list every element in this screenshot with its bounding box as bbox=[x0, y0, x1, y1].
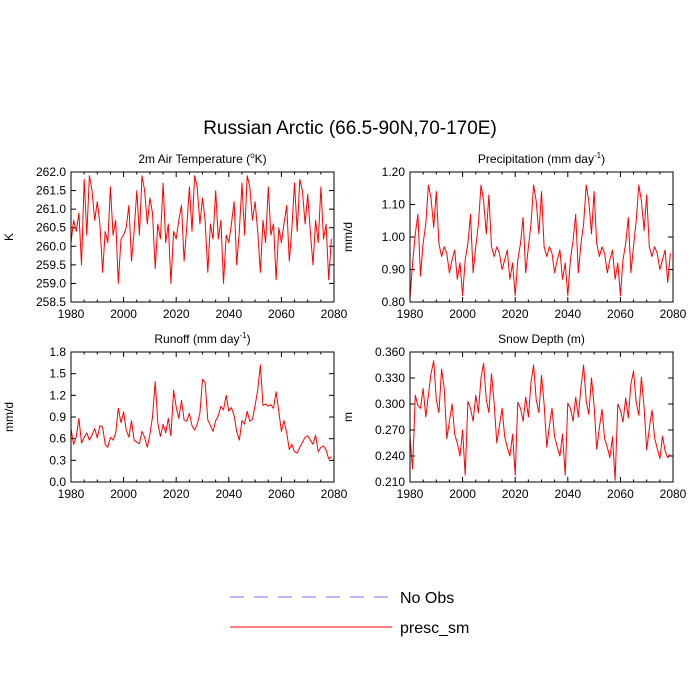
panel-title: Runoff (mm day-1) bbox=[154, 331, 250, 346]
x-tick-label: 2080 bbox=[660, 487, 687, 501]
panel-title-base: Snow Depth (m) bbox=[498, 332, 585, 346]
y-tick-label: 258.5 bbox=[36, 295, 66, 309]
y-tick-label: 0.240 bbox=[375, 449, 405, 463]
panel-title: Snow Depth (m) bbox=[498, 332, 585, 346]
x-tick-label: 2000 bbox=[110, 307, 137, 321]
x-tick-label: 2020 bbox=[502, 487, 529, 501]
y-tick-label: 1.00 bbox=[382, 230, 406, 244]
panel-title-base: Runoff (mm day bbox=[154, 332, 239, 346]
panel-1: 2m Air Temperature (oK) K 258.5 259.0 259.5 2… bbox=[2, 151, 348, 321]
y-tick-label: 260.0 bbox=[36, 239, 66, 253]
panel-title-unit: ) bbox=[247, 332, 251, 346]
x-tick-label: 2060 bbox=[607, 487, 634, 501]
panel-title-sup: o bbox=[250, 151, 255, 160]
x-tick-label: 2000 bbox=[449, 487, 476, 501]
x-tick-label: 1980 bbox=[58, 307, 85, 321]
panel-title-base: 2m Air Temperature ( bbox=[138, 152, 250, 166]
x-tick-label: 2040 bbox=[554, 307, 581, 321]
figure-title: Russian Arctic (66.5-90N,70-170E) bbox=[203, 118, 497, 139]
series-line-presc_sm bbox=[409, 184, 671, 299]
panel-title-unit: K) bbox=[255, 152, 267, 166]
y-axis-label: mm/d bbox=[341, 222, 355, 252]
plot-frame bbox=[70, 171, 335, 303]
x-tick-label: 2080 bbox=[321, 307, 348, 321]
y-tick-label: 261.0 bbox=[36, 202, 66, 216]
y-tick-label: 1.20 bbox=[382, 165, 406, 179]
panels: 2m Air Temperature (oK) K 258.5 259.0 259.5 2… bbox=[2, 151, 687, 501]
y-axis-label: m bbox=[341, 412, 355, 422]
panel-4: Snow Depth (m) m 0.210 0.240 0.270 0.300 0.330… bbox=[341, 332, 687, 501]
y-axis-label: K bbox=[2, 233, 16, 241]
series-line-presc_sm bbox=[409, 360, 671, 481]
panel-title-sup: -1 bbox=[240, 331, 248, 340]
y-tick-label: 260.5 bbox=[36, 221, 66, 235]
x-tick-label: 2020 bbox=[163, 307, 190, 321]
y-tick-label: 0.330 bbox=[375, 371, 405, 385]
panel-title-unit: ) bbox=[601, 152, 605, 166]
y-tick-label: 0.210 bbox=[375, 475, 405, 489]
plot-frame bbox=[409, 351, 674, 483]
x-tick-label: 2060 bbox=[268, 307, 295, 321]
legend-label-presc-sm: presc_sm bbox=[400, 620, 469, 637]
y-tick-label: 1.5 bbox=[49, 367, 66, 381]
series-line-presc_sm bbox=[70, 175, 332, 284]
y-tick-label: 0.6 bbox=[49, 432, 66, 446]
panel-title-base: Precipitation (mm day bbox=[478, 152, 594, 166]
y-axis-label: mm/d bbox=[2, 402, 16, 432]
y-tick-label: 262.0 bbox=[36, 165, 66, 179]
x-tick-label: 2060 bbox=[607, 307, 634, 321]
x-tick-label: 2080 bbox=[321, 487, 348, 501]
legend: No Obs presc_sm bbox=[230, 590, 469, 637]
x-tick-label: 1980 bbox=[58, 487, 85, 501]
x-tick-label: 2040 bbox=[554, 487, 581, 501]
y-tick-label: 259.0 bbox=[36, 276, 66, 290]
x-tick-label: 2040 bbox=[215, 487, 242, 501]
y-tick-label: 1.8 bbox=[49, 345, 66, 359]
plot-frame bbox=[409, 171, 674, 303]
y-tick-label: 1.2 bbox=[49, 388, 66, 402]
legend-label-no-obs: No Obs bbox=[400, 590, 454, 607]
y-tick-label: 259.5 bbox=[36, 258, 66, 272]
panel-title-sup: -1 bbox=[594, 151, 602, 160]
panel-title: Precipitation (mm day-1) bbox=[478, 151, 605, 166]
x-tick-label: 2060 bbox=[268, 487, 295, 501]
y-tick-label: 0.90 bbox=[382, 263, 406, 277]
y-tick-label: 261.5 bbox=[36, 184, 66, 198]
x-tick-label: 1980 bbox=[397, 487, 424, 501]
y-tick-label: 0.0 bbox=[49, 475, 66, 489]
series-line-presc_sm bbox=[70, 364, 332, 460]
panel-title: 2m Air Temperature (oK) bbox=[138, 151, 266, 166]
panel-2: Precipitation (mm day-1) mm/d 0.80 0.90 1.00… bbox=[341, 151, 687, 321]
x-tick-label: 2000 bbox=[449, 307, 476, 321]
y-tick-label: 1.10 bbox=[382, 198, 406, 212]
x-tick-label: 2000 bbox=[110, 487, 137, 501]
x-tick-label: 2020 bbox=[502, 307, 529, 321]
y-tick-label: 0.3 bbox=[49, 453, 66, 467]
plot-frame bbox=[70, 351, 335, 483]
y-tick-label: 0.80 bbox=[382, 295, 406, 309]
y-tick-label: 0.300 bbox=[375, 397, 405, 411]
panel-3: Runoff (mm day-1) mm/d 0.0 0.3 0.6 0.9 1.2 1.5 1… bbox=[2, 331, 348, 501]
y-tick-label: 0.270 bbox=[375, 423, 405, 437]
x-tick-label: 2020 bbox=[163, 487, 190, 501]
y-tick-label: 0.360 bbox=[375, 345, 405, 359]
y-tick-label: 0.9 bbox=[49, 410, 66, 424]
x-tick-label: 2080 bbox=[660, 307, 687, 321]
x-tick-label: 1980 bbox=[397, 307, 424, 321]
x-tick-label: 2040 bbox=[215, 307, 242, 321]
